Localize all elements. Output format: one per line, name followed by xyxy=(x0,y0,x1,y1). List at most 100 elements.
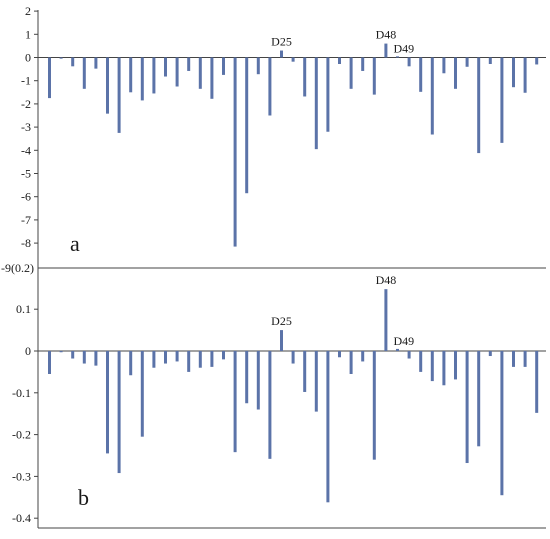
panel-a-bar xyxy=(372,57,376,95)
panel-a-bar xyxy=(291,57,295,62)
panel-b-label: b xyxy=(78,485,89,510)
panel-b-bar xyxy=(117,351,121,474)
panel-b-y-tick-label: 0.1 xyxy=(16,302,31,316)
panel-b-y-tick-label: 0 xyxy=(25,344,31,358)
panel-b-bars xyxy=(48,289,539,503)
panel-a-bar xyxy=(175,57,179,87)
panel-b-bar xyxy=(314,351,318,412)
panel-a-annotation-d25: D25 xyxy=(271,35,292,49)
panel-b-bar xyxy=(198,351,202,368)
panel-b-bar xyxy=(442,351,446,386)
panel-a-bar xyxy=(384,43,388,58)
panel-b-bar xyxy=(396,348,399,351)
panel-a-y-tick-label: -6 xyxy=(21,190,31,204)
panel-a-label: a xyxy=(70,231,80,256)
panel-b-bar xyxy=(94,351,98,366)
panel-b-bar xyxy=(500,351,504,496)
panel-a-bar xyxy=(71,57,75,67)
panel-b-bar xyxy=(512,351,515,367)
panel-b-bar xyxy=(233,351,237,453)
panel-a-bar xyxy=(222,57,225,75)
panel-b-bar xyxy=(245,351,249,404)
panel-b-bar xyxy=(407,351,411,359)
panel-b-bar xyxy=(71,351,75,359)
panel-a-y-tick-label: 1 xyxy=(25,27,31,41)
panel-a-bar xyxy=(210,57,214,99)
panel-a-annotation-d48: D48 xyxy=(376,28,397,42)
panel-a-y-tick-label: 2 xyxy=(25,4,31,18)
panel-a-bar xyxy=(82,57,86,89)
panel-b-annotation-d48: D48 xyxy=(376,273,397,287)
panel-a-y-tick-label: -4 xyxy=(21,143,31,157)
panel-a-bar xyxy=(454,57,457,89)
panel-a-bar xyxy=(233,57,237,247)
panel-a-bar xyxy=(477,57,481,154)
panel-b-bar xyxy=(384,289,388,351)
panel-a-bar xyxy=(140,57,144,101)
panel-b-annotations: D25 D48 D49 xyxy=(271,273,414,348)
panel-b-bar xyxy=(291,351,295,364)
panel-a-y-ticks: 2 1 0 -1 -2 -3 -4 -5 -6 -7 -8 xyxy=(21,4,38,250)
panel-b-bar xyxy=(140,351,144,437)
panel-b-bar xyxy=(349,351,353,374)
panel-a-bar xyxy=(129,57,133,93)
panel-b-y-tick-label: -0.4 xyxy=(12,511,31,525)
panel-a-bar xyxy=(512,57,515,88)
panel-a-bar xyxy=(94,57,98,69)
panel-a-y-tick-label: -8 xyxy=(21,236,31,250)
panel-b-bar xyxy=(419,351,423,372)
panel-a-bar xyxy=(117,57,121,133)
panel-b-y-ticks: 0.1 0 -0.1 -0.2 -0.3 -0.4 xyxy=(12,302,38,525)
panel-b-annotation-d49: D49 xyxy=(394,334,415,348)
panel-b-bar xyxy=(523,351,527,367)
panel-b-bar xyxy=(326,351,330,503)
panel-b-bar xyxy=(488,351,492,357)
panel-b-bar xyxy=(256,351,260,410)
panel-a-bar xyxy=(256,57,260,75)
panel-b-bar xyxy=(59,351,63,353)
panel-a-bar xyxy=(164,57,167,77)
panel-b: b 0.1 0 -0.1 -0.2 -0.3 -0.4 D25 D48 D49 xyxy=(12,268,546,529)
panel-b-bar xyxy=(210,351,214,367)
panel-a-y-tick-label: 0 xyxy=(25,51,31,65)
panel-b-bar xyxy=(129,351,133,376)
panel-b-annotation-d25: D25 xyxy=(271,314,292,328)
panel-a-bar xyxy=(396,56,399,58)
panel-b-bar xyxy=(430,351,434,382)
panel-a-bar xyxy=(326,57,330,132)
panel-b-bar xyxy=(152,351,156,368)
panel-a-bar xyxy=(106,57,109,114)
panel-a-y-tick-label: -7 xyxy=(21,213,31,227)
panel-b-bar xyxy=(187,351,191,372)
panel-a-bar xyxy=(465,57,469,67)
panel-b-bar xyxy=(454,351,457,380)
panel-b-bar xyxy=(338,351,341,358)
panel-a-bar xyxy=(280,50,283,58)
panel-b-bar xyxy=(280,330,283,351)
panel-b-bar xyxy=(268,351,272,459)
panel-a-bar xyxy=(500,57,504,143)
panel-b-bar xyxy=(164,351,167,364)
panel-b-y-tick-label: -0.3 xyxy=(12,469,31,483)
panel-a-bar xyxy=(198,57,202,89)
panel-a-bar xyxy=(338,57,341,64)
panel-a-annotation-d49: D49 xyxy=(394,41,415,55)
panel-a-bar xyxy=(361,57,365,71)
panel-a-bar xyxy=(442,57,446,74)
panel-a-bar xyxy=(314,57,318,150)
panel-b-bar xyxy=(372,351,376,460)
panel-b-bar xyxy=(82,351,86,364)
panel-a-bar xyxy=(535,57,539,65)
panel-a-y-tick-label: -1 xyxy=(21,74,31,88)
panel-a-bar xyxy=(187,57,191,71)
panel-b-bar xyxy=(48,351,51,374)
panel-a-bar xyxy=(419,57,423,92)
panel-b-bar xyxy=(465,351,469,464)
panel-a-y-tick-label: -2 xyxy=(21,97,31,111)
panel-b-bar xyxy=(303,351,307,392)
panel-a-bottom-tick-label: -9(0.2) xyxy=(1,261,34,275)
panel-a-bar xyxy=(303,57,307,97)
